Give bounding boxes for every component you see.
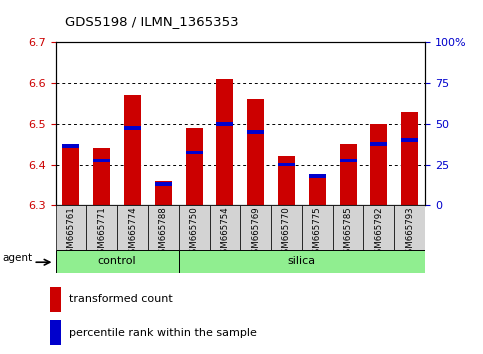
Bar [148,205,179,250]
Bar [179,205,210,250]
Text: GSM665793: GSM665793 [405,207,414,259]
Bar [370,142,387,146]
Bar [216,122,233,126]
Text: GSM665761: GSM665761 [67,207,75,259]
Bar [124,126,141,130]
Bar [210,205,240,250]
Bar [117,205,148,250]
Bar [278,156,295,205]
Text: GSM665771: GSM665771 [97,207,106,259]
Bar [185,150,202,154]
Text: GSM665774: GSM665774 [128,207,137,259]
Bar [247,99,264,205]
Text: GSM665769: GSM665769 [251,207,260,259]
Text: GSM665754: GSM665754 [220,207,229,259]
Bar [370,124,387,205]
Bar [179,250,425,273]
Text: agent: agent [3,253,33,263]
Bar [302,205,333,250]
Bar [56,205,86,250]
Bar [278,163,295,166]
Bar [62,144,79,148]
Text: GSM665770: GSM665770 [282,207,291,259]
Bar [340,144,356,205]
Bar [50,320,61,345]
Text: transformed count: transformed count [69,295,172,304]
Bar [93,148,110,205]
Bar [155,182,172,186]
Bar [124,96,141,205]
Bar [86,205,117,250]
Bar [62,148,79,205]
Bar [394,205,425,250]
Text: GSM665750: GSM665750 [190,207,199,259]
Text: silica: silica [288,256,316,266]
Text: GDS5198 / ILMN_1365353: GDS5198 / ILMN_1365353 [65,15,239,28]
Bar [401,112,418,205]
Bar [50,287,61,312]
Text: percentile rank within the sample: percentile rank within the sample [69,328,256,338]
Text: GSM665788: GSM665788 [159,207,168,259]
Bar [216,79,233,205]
Bar [309,174,326,178]
Text: control: control [98,256,136,266]
Text: GSM665775: GSM665775 [313,207,322,259]
Bar [93,159,110,162]
Text: GSM665792: GSM665792 [374,207,384,259]
Bar [155,181,172,205]
Bar [364,205,394,250]
Bar [185,128,202,205]
Bar [401,138,418,142]
Bar [309,177,326,205]
Text: GSM665785: GSM665785 [343,207,353,259]
Bar [340,159,356,162]
Bar [56,250,179,273]
Bar [247,130,264,134]
Bar [333,205,364,250]
Bar [271,205,302,250]
Bar [241,205,271,250]
